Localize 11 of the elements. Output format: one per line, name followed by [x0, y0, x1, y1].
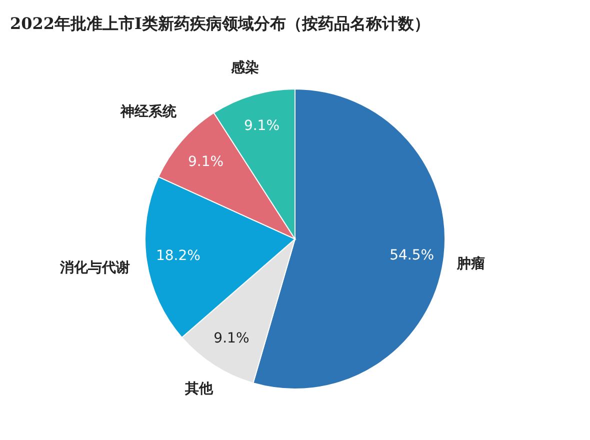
slice-label: 消化与代谢	[59, 260, 130, 276]
data-label: 9.1%	[244, 118, 280, 134]
data-label: 9.1%	[188, 154, 224, 170]
chart-title: 2022年批准上市I类新药疾病领域分布（按药品名称计数）	[10, 14, 430, 35]
slice-label: 其他	[184, 380, 214, 397]
data-label: 9.1%	[214, 330, 250, 346]
slice-label: 感染	[230, 59, 259, 76]
slice-label: 神经系统	[119, 103, 178, 120]
data-label: 54.5%	[390, 248, 434, 264]
slice-label: 肿瘤	[456, 255, 486, 272]
data-label: 18.2%	[156, 248, 200, 264]
